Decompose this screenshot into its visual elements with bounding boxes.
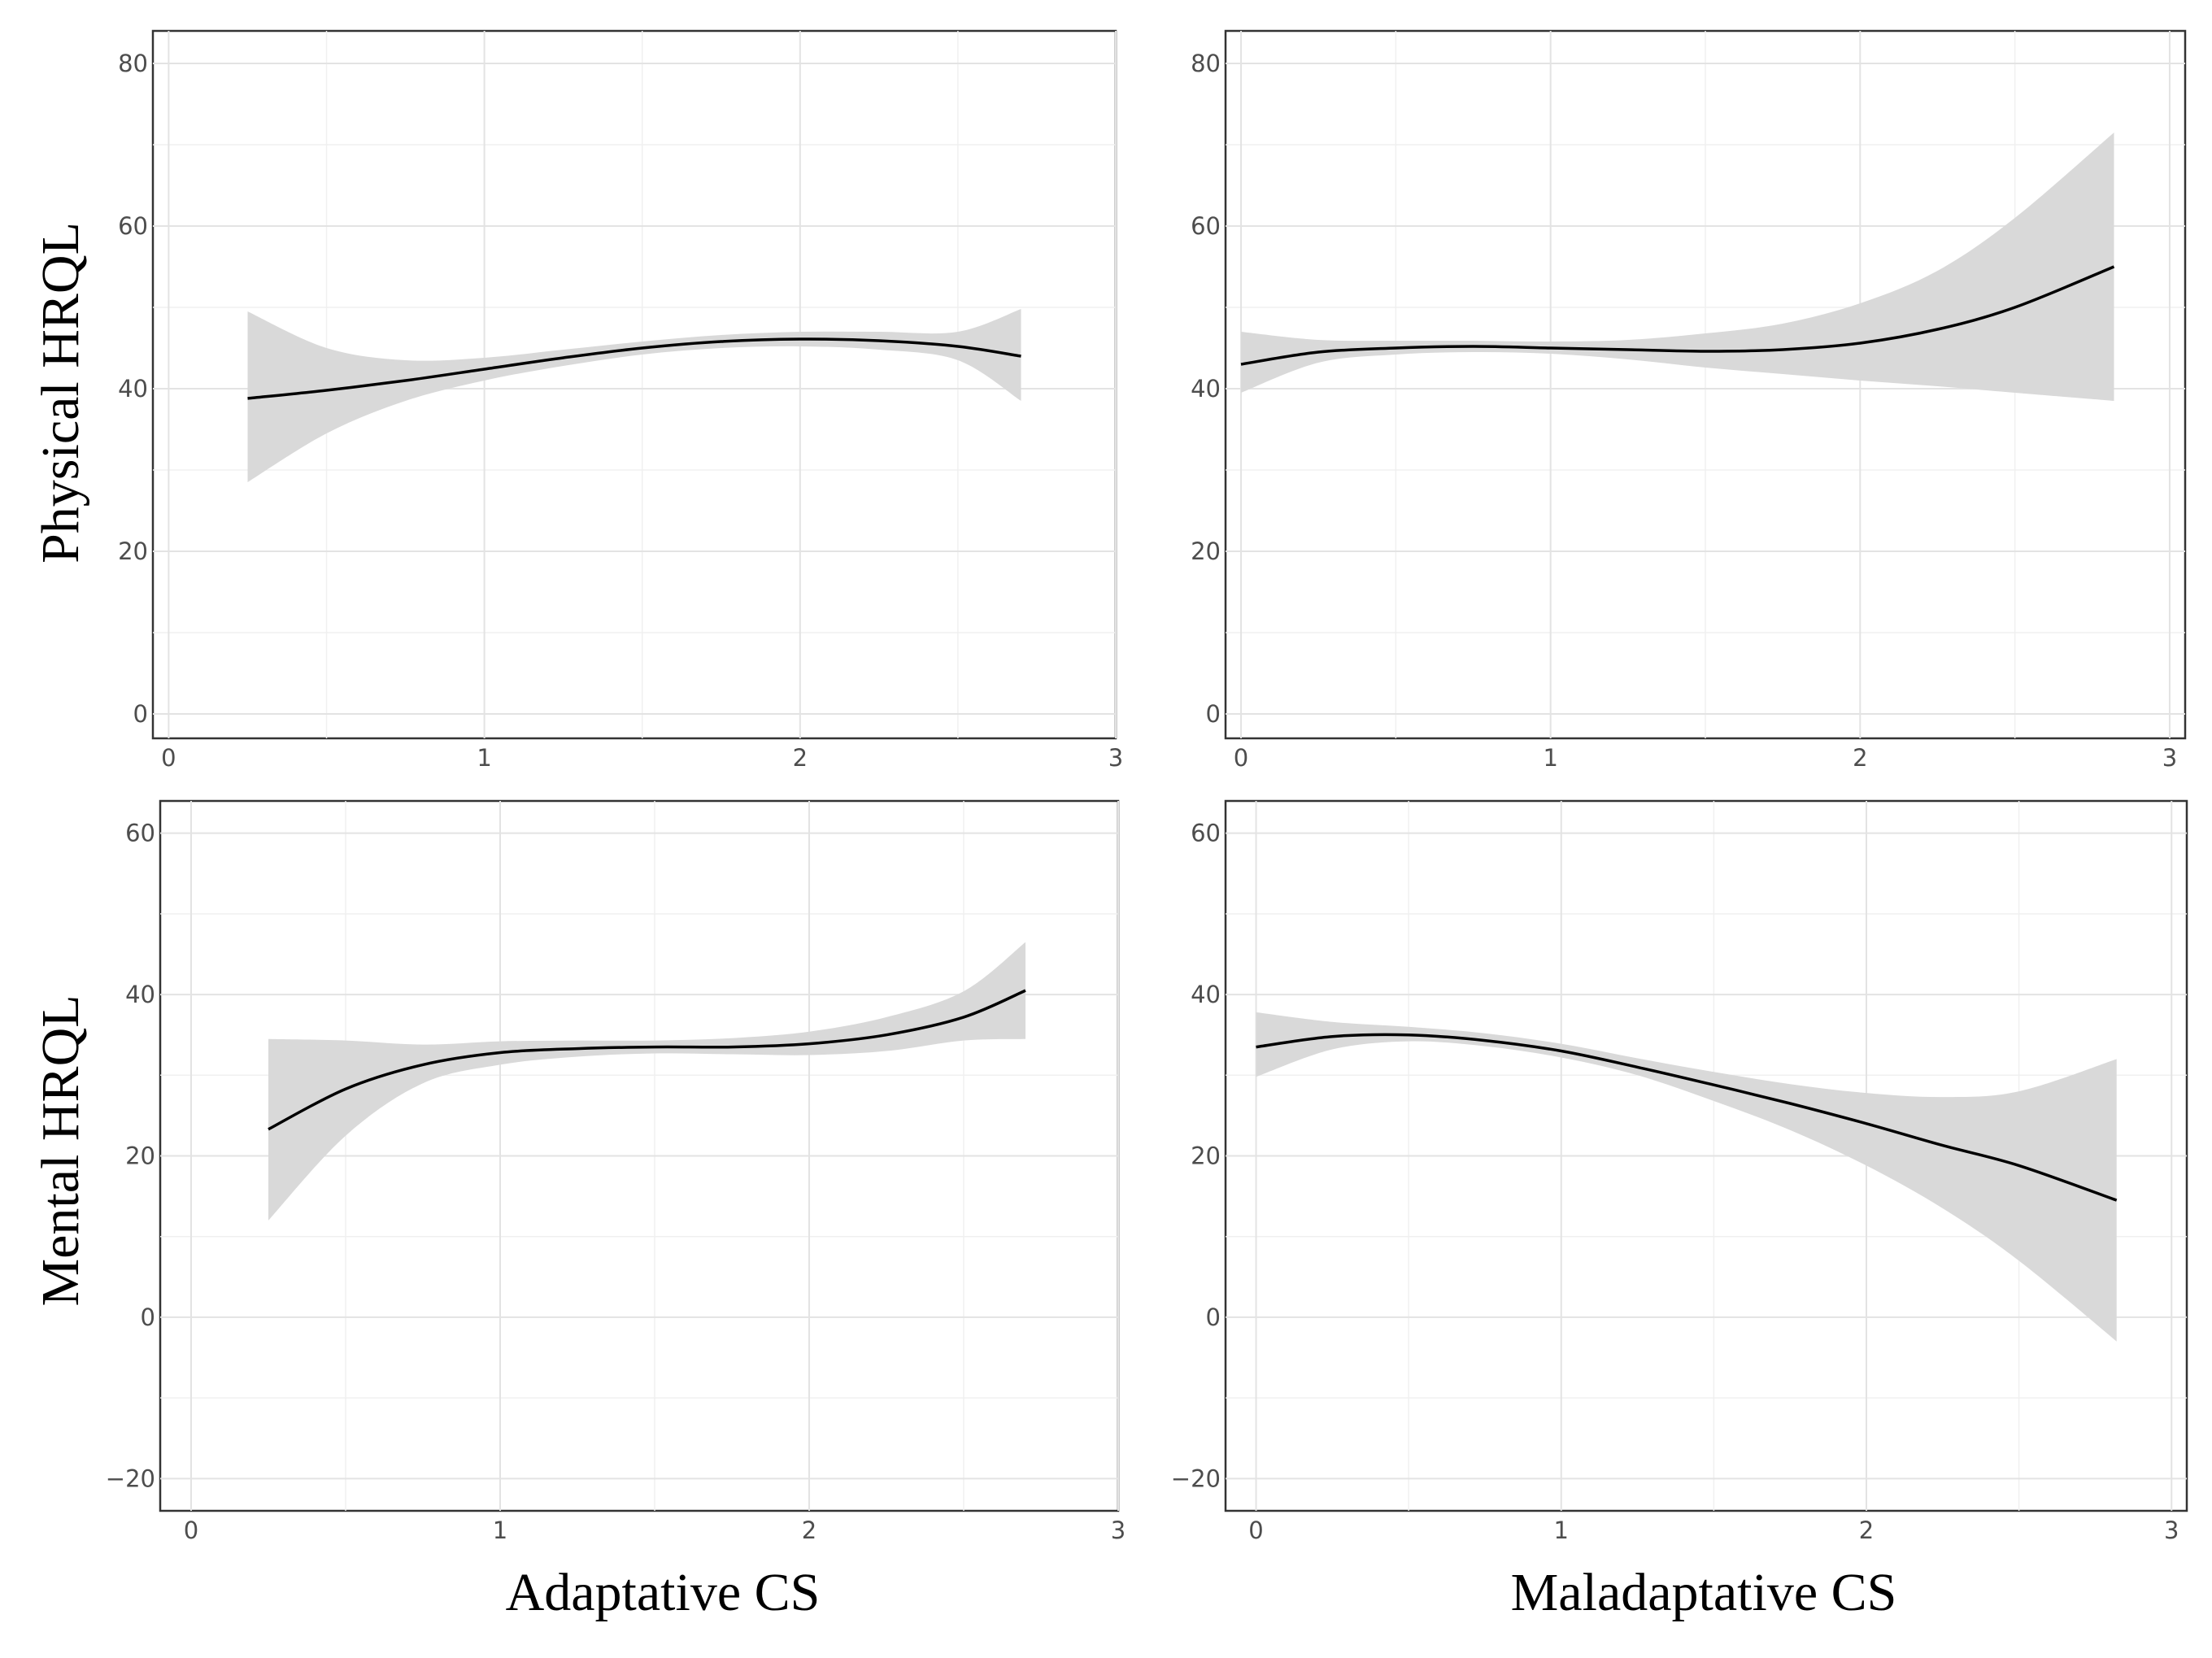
fitted-line	[268, 989, 1026, 1131]
column-label-adaptive: Adaptative CS	[506, 1563, 821, 1622]
x-tick-label: 1	[493, 1517, 507, 1544]
x-tick-label: 2	[793, 744, 808, 772]
panel-physical-maladaptive: 0 1 2 3 0 20 40 60 80	[1191, 29, 2187, 772]
y-tick-label: −20	[106, 1464, 155, 1492]
y-tick-label: 40	[118, 375, 148, 403]
fitted-line	[1256, 1033, 2118, 1202]
x-tick-label: 3	[1108, 744, 1123, 772]
y-tick-label: 60	[1191, 820, 1221, 847]
column-label-maladaptive: Maladaptative CS	[1511, 1563, 1897, 1622]
y-tick-label: −20	[1171, 1464, 1221, 1492]
y-tick-label: 0	[1206, 1303, 1221, 1331]
y-tick-label: 20	[125, 1142, 155, 1170]
row-label-mental: Mental HRQL	[31, 994, 90, 1306]
x-tick-label: 2	[802, 1517, 816, 1544]
x-tick-label: 2	[1859, 1517, 1874, 1544]
row-label-physical: Physical HRQL	[31, 222, 90, 564]
x-tick-label: 0	[161, 744, 176, 772]
x-tick-label: 3	[2162, 744, 2177, 772]
y-tick-label: 0	[141, 1303, 155, 1331]
panel-mental-maladaptive: 0 1 2 3 −20 0 20 40 60	[1171, 799, 2188, 1544]
x-tick-label: 2	[1853, 744, 1867, 772]
y-tick-label: 60	[125, 820, 155, 847]
confidence-band	[1241, 133, 2114, 401]
y-tick-label: 20	[118, 537, 148, 565]
fitted-line	[247, 337, 1021, 400]
y-tick-label: 0	[1206, 700, 1221, 728]
x-tick-label: 0	[184, 1517, 198, 1544]
x-tick-label: 1	[1543, 744, 1557, 772]
y-tick-label: 80	[1191, 50, 1221, 77]
y-tick-label: 60	[118, 212, 148, 240]
y-tick-label: 20	[1191, 1142, 1221, 1170]
x-tick-label: 1	[477, 744, 491, 772]
y-tick-label: 40	[1191, 981, 1221, 1008]
y-tick-label: 40	[1191, 375, 1221, 403]
x-tick-label: 0	[1234, 744, 1248, 772]
x-tick-label: 1	[1554, 1517, 1569, 1544]
x-tick-label: 3	[1111, 1517, 1126, 1544]
y-tick-label: 60	[1191, 212, 1221, 240]
fitted-line	[1240, 265, 2115, 366]
confidence-band	[247, 309, 1021, 482]
y-tick-label: 20	[1191, 537, 1221, 565]
y-tick-label: 80	[118, 50, 148, 77]
y-tick-label: 40	[125, 981, 155, 1008]
panel-mental-adaptive: 0 1 2 3 −20 0 20 40 60	[106, 799, 1126, 1544]
confidence-band	[268, 942, 1025, 1221]
x-tick-label: 0	[1248, 1517, 1263, 1544]
panel-physical-adaptive: 0 1 2 3 0 20 40 60 80	[118, 29, 1123, 772]
x-tick-label: 3	[2164, 1517, 2179, 1544]
y-tick-label: 0	[133, 700, 148, 728]
